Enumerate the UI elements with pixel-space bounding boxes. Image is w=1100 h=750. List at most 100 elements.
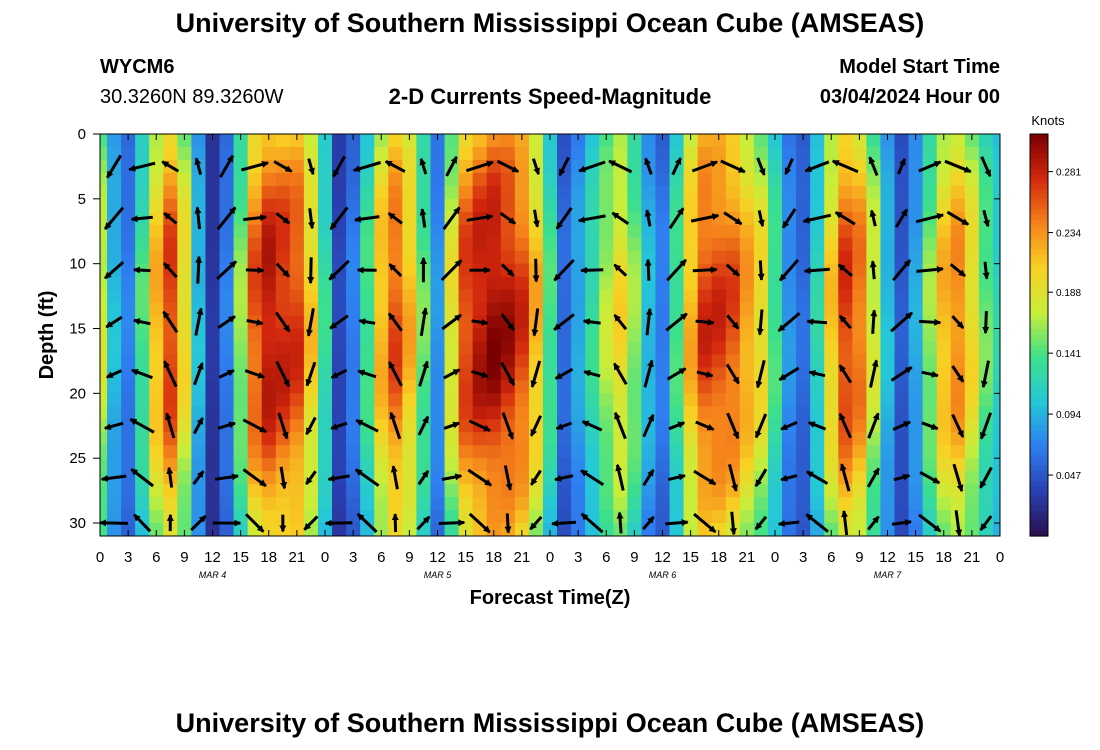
heat-cell [852, 237, 867, 252]
current-arrow [806, 470, 829, 485]
heat-cell [135, 198, 150, 213]
heat-cell [402, 341, 417, 356]
heat-cell [332, 276, 347, 291]
heat-cell [346, 134, 361, 148]
heat-cell [346, 497, 361, 511]
heat-cell [275, 458, 291, 472]
heat-cell [402, 250, 417, 265]
heat-cell [514, 263, 530, 278]
heat-cell [458, 380, 474, 394]
heat-cell [669, 354, 685, 369]
heat-cell [599, 134, 614, 148]
heat-cell [486, 276, 502, 291]
current-arrow [391, 513, 399, 533]
heat-cell [360, 354, 375, 369]
heat-cell [542, 367, 558, 381]
heat-cell [177, 224, 192, 239]
heat-cell [852, 250, 867, 265]
heat-cell [964, 146, 980, 161]
heat-cell [683, 328, 699, 343]
heat-cell [838, 445, 853, 459]
heat-cell [767, 497, 783, 511]
heat-cell [149, 458, 164, 472]
heat-cell [936, 419, 952, 433]
current-arrow [921, 370, 939, 378]
x-tick-label: 0 [996, 549, 1004, 566]
current-arrow [246, 318, 264, 326]
heat-cell [121, 289, 136, 304]
heat-cell [838, 484, 853, 498]
heat-cell [697, 328, 713, 343]
current-arrow [441, 473, 463, 481]
heat-cell [303, 354, 319, 369]
heat-cell [514, 354, 530, 369]
heat-cell [514, 510, 530, 524]
heat-cell [100, 497, 108, 511]
x-tick-label: 18 [260, 549, 277, 566]
heat-cell [894, 354, 910, 369]
current-arrow [892, 420, 911, 431]
heat-cell [346, 276, 361, 291]
heat-cell [641, 406, 657, 420]
heat-cell [219, 523, 235, 536]
colorbar-segment [1030, 405, 1048, 411]
heat-cell [261, 341, 277, 356]
heat-cell [557, 146, 572, 161]
current-arrow [893, 473, 911, 482]
heat-cell [402, 406, 417, 420]
heat-cell [599, 172, 614, 187]
heat-cell [528, 134, 544, 148]
heat-cell [261, 432, 277, 446]
current-arrow [644, 209, 652, 227]
heat-cell [486, 393, 502, 407]
heat-cell [346, 341, 361, 356]
heat-cell [458, 354, 474, 369]
current-arrow [501, 412, 515, 440]
heat-cell [838, 289, 853, 304]
heat-cell [500, 146, 516, 161]
heat-cell [514, 134, 530, 148]
heat-cell [866, 185, 882, 200]
heat-cell [697, 276, 713, 291]
heat-cell [711, 276, 727, 291]
heat-cell [219, 341, 235, 356]
heat-cell [247, 198, 263, 213]
y-tick-label: 30 [69, 515, 86, 532]
heat-cell [739, 134, 755, 148]
x-tick-label: 15 [457, 549, 474, 566]
current-arrow [666, 258, 688, 282]
current-arrow [100, 519, 129, 527]
heat-cell [824, 393, 839, 407]
current-arrow [729, 511, 737, 536]
heat-cell [205, 523, 221, 536]
heat-cell [711, 484, 727, 498]
colorbar-segment [1030, 500, 1048, 507]
heat-cell [908, 458, 924, 472]
current-arrow [551, 519, 577, 527]
heat-cell [782, 380, 797, 394]
current-arrow [468, 512, 491, 534]
current-arrow [305, 416, 317, 436]
heat-cell [557, 250, 572, 265]
heat-cell [458, 458, 474, 472]
heat-cell [950, 172, 966, 187]
heat-cell [346, 367, 361, 381]
current-arrow [838, 412, 852, 439]
current-arrow [307, 158, 315, 176]
heat-cell [514, 523, 530, 536]
heat-cell [725, 497, 741, 511]
heat-cell [824, 198, 839, 213]
heat-cell [163, 237, 178, 252]
heat-cell [135, 224, 150, 239]
heat-cell [402, 354, 417, 369]
heat-cell [894, 458, 910, 472]
heat-cell [922, 380, 938, 394]
x-axis: 0 3 6 9 12 15 18 21 0 3 6 9 12 15 18 21 0 3 6 9 12 15 18 21 0 3 6 9… [96, 134, 1004, 580]
heat-cell [936, 367, 952, 381]
heat-cell [866, 393, 882, 407]
heat-cell [261, 354, 277, 369]
heat-cell [205, 146, 221, 161]
heat-cell [796, 211, 811, 226]
heat-cell [317, 224, 333, 239]
heat-cell [922, 146, 938, 161]
